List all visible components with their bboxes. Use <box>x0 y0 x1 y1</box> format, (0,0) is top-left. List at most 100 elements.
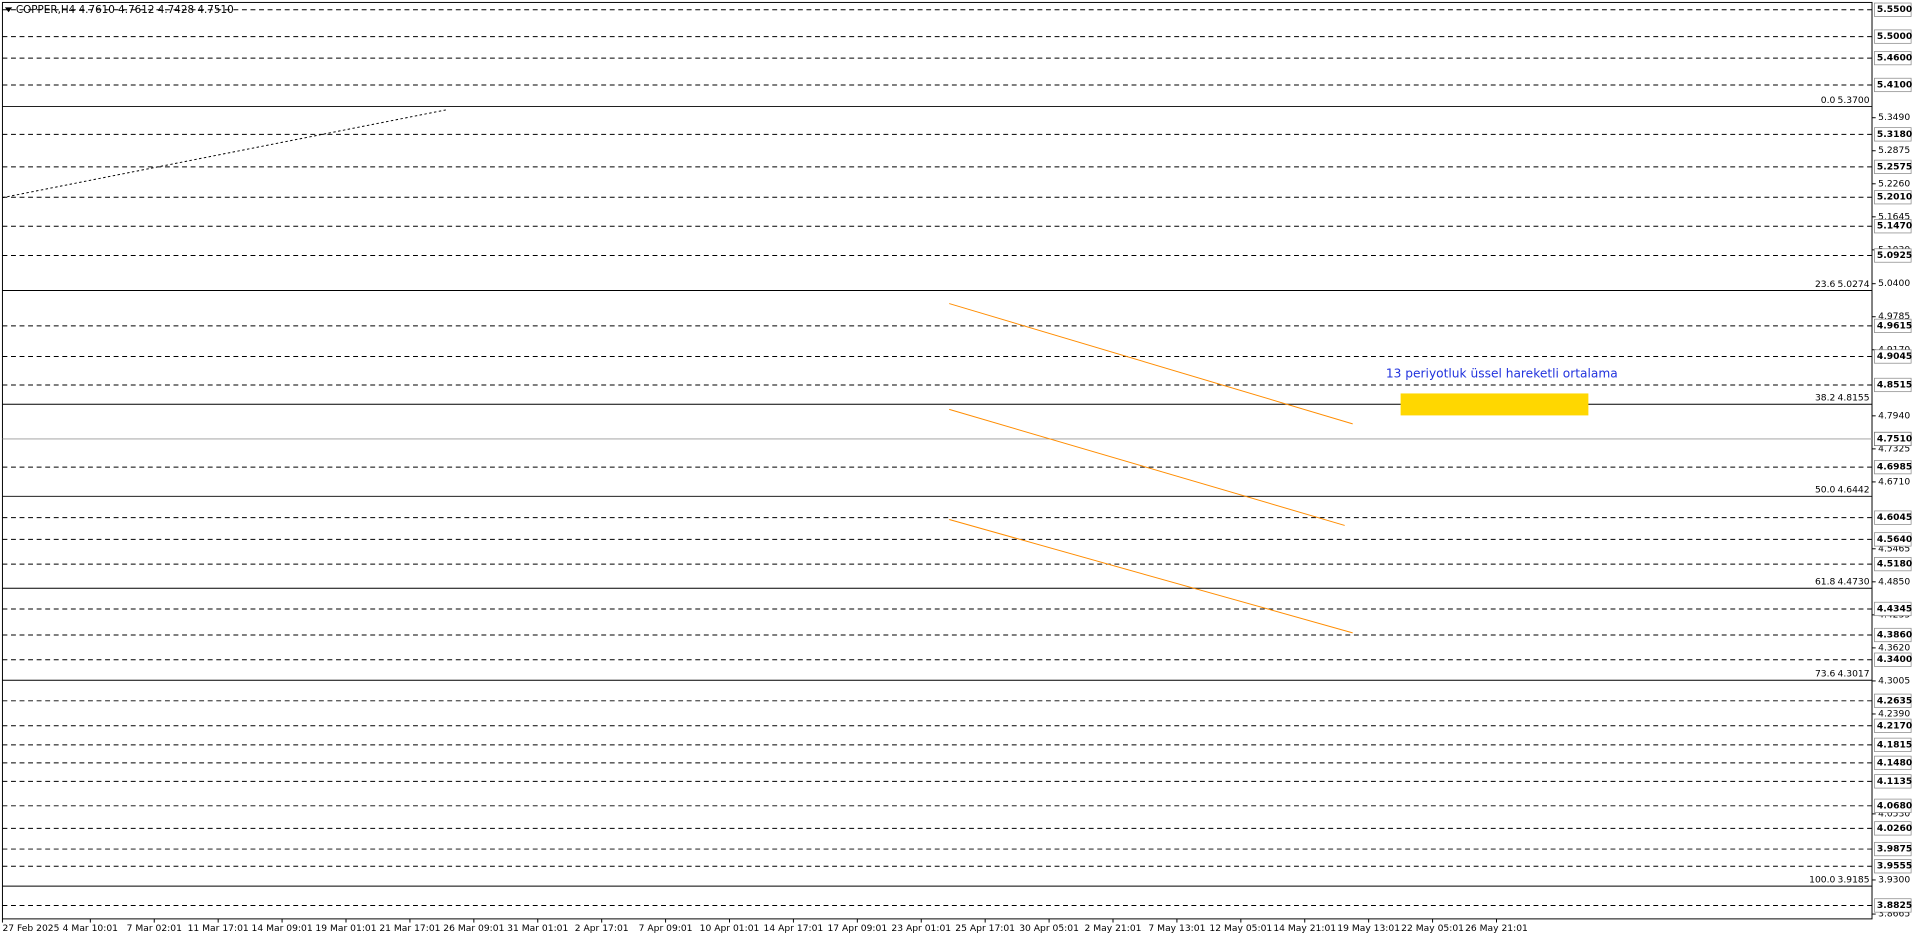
x-tick-label: 23 Apr 01:01 <box>891 923 951 934</box>
y-tick-label: 4.7325 <box>1878 443 1910 454</box>
level-label-box <box>1874 460 1912 475</box>
fib-price: 4.6442 <box>1838 485 1870 496</box>
level-label-box <box>1874 859 1912 874</box>
y-tick-label: 4.7940 <box>1878 410 1910 421</box>
y-tick-label: 4.2390 <box>1878 708 1910 719</box>
x-tick-label: 19 May 13:01 <box>1337 923 1400 934</box>
x-tick-label: 30 Apr 05:01 <box>1019 923 1079 934</box>
level-label: 5.2010 <box>1877 192 1912 203</box>
level-label: 5.2575 <box>1877 161 1912 172</box>
level-label: 5.4600 <box>1877 53 1912 64</box>
current-price-label: 4.7510 <box>1877 433 1912 444</box>
y-tick-label: 3.8665 <box>1878 909 1910 920</box>
y-tick-label: 4.0530 <box>1878 808 1910 819</box>
level-label: 4.6045 <box>1877 512 1912 523</box>
x-tick-label: 31 Mar 01:01 <box>507 923 568 934</box>
fib-price: 5.0274 <box>1838 279 1870 290</box>
trendline <box>949 519 1353 634</box>
level-label-box <box>1874 532 1912 547</box>
x-tick-label: 11 Mar 17:01 <box>188 923 249 934</box>
y-tick-label: 4.3005 <box>1878 675 1910 686</box>
x-tick-label: 12 May 05:01 <box>1209 923 1272 934</box>
level-label-box <box>1874 510 1912 525</box>
y-tick-label: 5.0400 <box>1878 278 1910 289</box>
x-tick-label: 21 Mar 17:01 <box>379 923 440 934</box>
level-label-box <box>1874 798 1912 813</box>
level-label: 4.8515 <box>1877 379 1912 390</box>
level-label-box <box>1874 377 1912 393</box>
level-label: 5.1470 <box>1877 221 1912 232</box>
level-label-box <box>1874 693 1912 708</box>
level-label: 4.4345 <box>1877 603 1912 614</box>
x-tick-label: 27 Feb 2025 <box>2 923 59 934</box>
x-tick-label: 2 May 21:01 <box>1085 923 1142 934</box>
menu-triangle <box>4 7 13 13</box>
y-tick-label: 4.9785 <box>1878 311 1910 322</box>
level-label: 4.9615 <box>1877 320 1912 331</box>
level-label: 4.5640 <box>1877 534 1912 545</box>
level-label-box <box>1874 349 1912 364</box>
level-label-box <box>1874 77 1912 93</box>
level-label-box <box>1874 627 1912 643</box>
x-tick-label: 7 May 13:01 <box>1148 923 1205 934</box>
x-tick-label: 26 May 21:01 <box>1465 923 1528 934</box>
level-label-box <box>1874 841 1912 857</box>
level-label-box <box>1874 737 1912 752</box>
x-tick-label: 25 Apr 17:01 <box>955 923 1015 934</box>
fib-ratio: 23.6 <box>1815 279 1836 290</box>
x-tick-label: 19 Mar 01:01 <box>315 923 376 934</box>
level-label: 3.8825 <box>1877 900 1912 911</box>
y-tick-label: 5.2260 <box>1878 178 1910 189</box>
y-tick-label: 5.2875 <box>1878 145 1910 156</box>
x-tick-label: 26 Mar 09:01 <box>443 923 504 934</box>
level-label: 5.3180 <box>1877 129 1912 140</box>
level-label: 4.0260 <box>1877 823 1912 834</box>
y-tick-label: 4.5465 <box>1878 543 1910 554</box>
x-tick-label: 7 Mar 02:01 <box>127 923 182 934</box>
level-label: 4.1815 <box>1877 739 1912 750</box>
current-price-box <box>1874 431 1912 447</box>
trendline <box>949 303 1353 425</box>
fib-price: 4.8155 <box>1838 393 1870 404</box>
level-label-box <box>1874 51 1912 66</box>
level-label: 4.3860 <box>1877 630 1912 641</box>
level-label: 5.5500 <box>1877 4 1912 15</box>
level-label-box <box>1874 318 1912 333</box>
level-label-box <box>1874 190 1912 205</box>
level-label: 5.0925 <box>1877 250 1912 261</box>
zone <box>1400 393 1589 416</box>
y-tick-label: 4.4850 <box>1878 576 1910 587</box>
x-tick-label: 17 Apr 09:01 <box>827 923 887 934</box>
level-label-box <box>1874 2 1912 17</box>
fib-price: 5.3700 <box>1838 95 1870 106</box>
level-label: 5.5000 <box>1877 31 1912 42</box>
level-label-box <box>1874 248 1912 263</box>
level-label-box <box>1874 755 1912 770</box>
trendline <box>2 109 446 199</box>
x-tick-label: 4 Mar 10:01 <box>63 923 118 934</box>
x-tick-label: 14 Apr 17:01 <box>764 923 824 934</box>
level-label-box <box>1874 774 1912 789</box>
level-label-box <box>1874 219 1912 234</box>
level-label: 3.9555 <box>1877 861 1912 872</box>
level-label: 4.2635 <box>1877 695 1912 706</box>
level-label-box <box>1874 557 1912 572</box>
level-label: 4.9045 <box>1877 351 1912 362</box>
x-tick-label: 14 May 21:01 <box>1273 923 1336 934</box>
level-label-box <box>1874 601 1912 617</box>
y-tick-label: 5.1645 <box>1878 211 1910 222</box>
fib-price: 4.4730 <box>1838 577 1870 588</box>
x-tick-label: 22 May 05:01 <box>1401 923 1464 934</box>
y-tick-label: 4.3620 <box>1878 642 1910 653</box>
level-label-box <box>1874 898 1912 913</box>
level-label: 4.3400 <box>1877 654 1912 665</box>
level-label: 4.1135 <box>1877 776 1912 787</box>
level-label-box <box>1874 29 1912 44</box>
level-label: 4.6985 <box>1877 462 1912 473</box>
level-label: 5.4100 <box>1877 79 1912 90</box>
level-label-box <box>1874 821 1912 836</box>
fib-ratio: 0.0 <box>1821 95 1836 106</box>
fib-ratio: 50.0 <box>1815 485 1836 496</box>
